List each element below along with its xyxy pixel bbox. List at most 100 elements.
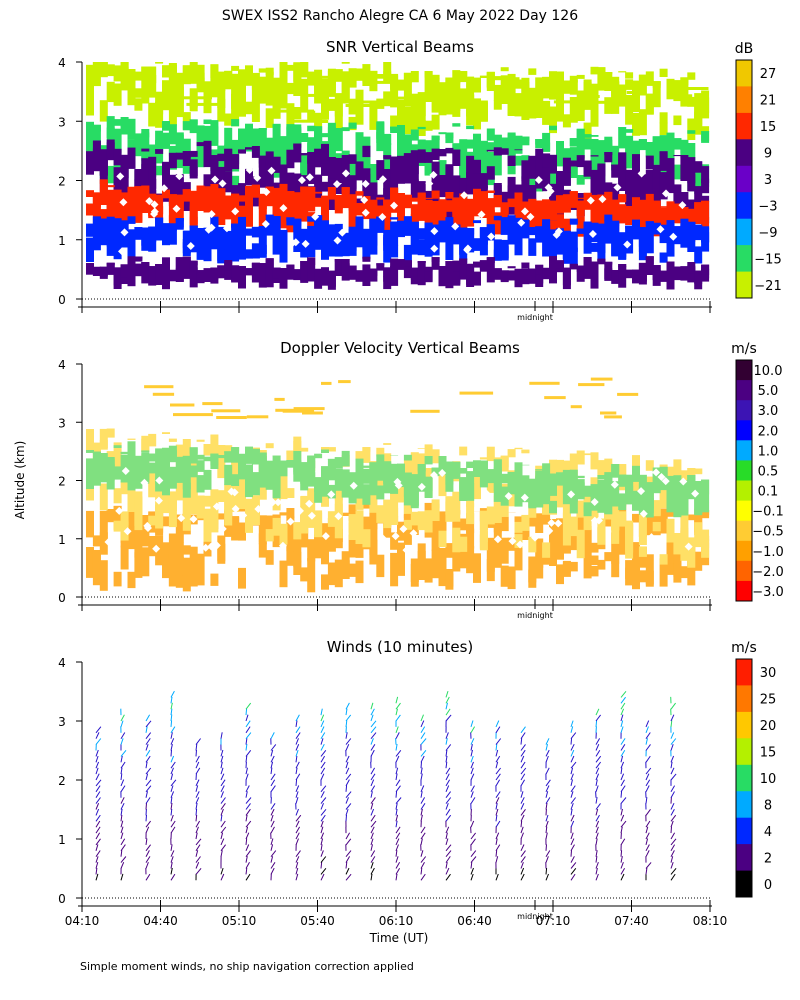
heat-cell: [417, 543, 426, 560]
heat-cell: [231, 245, 240, 262]
heat-cell: [86, 520, 94, 538]
heat-cell: [341, 170, 350, 198]
heat-cell: [562, 267, 571, 272]
data-gaps: [116, 165, 687, 256]
heat-cell: [583, 485, 592, 497]
heat-cell: [549, 256, 557, 261]
heat-cell: [569, 561, 578, 572]
heat-cell: [92, 216, 101, 233]
heat-cell: [141, 193, 150, 213]
heat-cell: [597, 67, 606, 91]
heat-cell: [293, 200, 302, 213]
gap-marker: [429, 170, 438, 179]
colorbar-label: 0.5: [758, 464, 779, 479]
heat-cell: [113, 66, 122, 82]
wind-barb: [545, 749, 550, 757]
heat-cell: [279, 236, 288, 254]
gap-marker: [378, 175, 387, 184]
heat-cell: [314, 237, 323, 250]
heat-cell: [604, 152, 613, 163]
heat-cell: [369, 70, 378, 77]
heat-cell: [410, 120, 419, 133]
wind-barb: [95, 797, 101, 804]
heat-cell: [148, 232, 157, 243]
heat-cell: [417, 464, 426, 472]
heat-cell: [452, 491, 461, 522]
heat-cell: [652, 500, 661, 517]
echo-fragment: [345, 104, 383, 107]
figure-title: SWEX ISS2 Rancho Alegre CA 6 May 2022 Da…: [222, 8, 578, 24]
heat-cell: [528, 268, 537, 276]
heat-cell: [113, 442, 122, 470]
heat-cell: [659, 112, 668, 124]
heat-cell: [514, 93, 523, 103]
heat-cell: [286, 460, 295, 463]
wind-barb: [670, 832, 676, 840]
heat-cell: [182, 65, 191, 79]
wind-barb: [95, 820, 101, 828]
heat-cell: [673, 230, 682, 241]
heat-cell: [556, 472, 564, 486]
wind-barb: [145, 767, 152, 775]
wind-barb: [545, 832, 548, 840]
wind-barb: [570, 732, 577, 740]
heat-cell: [445, 92, 454, 115]
heat-cell: [604, 72, 613, 91]
gap-marker: [201, 543, 210, 552]
wind-barb: [620, 761, 625, 769]
heat-cell: [134, 263, 143, 277]
wind-barb: [445, 791, 451, 799]
heat-cell: [314, 534, 323, 549]
heat-cell: [113, 466, 122, 476]
heat-cell: [431, 190, 440, 199]
wind-barb: [620, 862, 624, 869]
heat-cell: [486, 224, 495, 232]
wind-barb: [445, 761, 448, 769]
wind-barb: [320, 743, 325, 751]
wind-barb: [545, 767, 550, 775]
wind-barb: [245, 755, 248, 763]
heat-cell: [251, 146, 260, 158]
wind-barb: [670, 856, 674, 863]
heat-cell: [168, 466, 177, 489]
wind-barb: [620, 785, 626, 793]
gap-marker: [305, 499, 314, 508]
heat-cell: [590, 565, 599, 577]
wind-barb: [495, 873, 499, 881]
heat-layer-2: [86, 139, 710, 225]
heat-cell: [611, 521, 620, 544]
wind-barb: [645, 720, 650, 728]
heat-cell: [618, 127, 627, 149]
wind-barb: [95, 803, 100, 810]
heat-cell: [286, 149, 295, 169]
wind-barb: [645, 867, 648, 875]
gap-marker: [430, 244, 439, 253]
heat-cell: [459, 88, 468, 109]
gap-marker: [425, 179, 434, 188]
wind-barb: [245, 867, 248, 875]
wind-barb: [420, 803, 426, 810]
gap-marker: [297, 176, 306, 185]
heat-cell: [189, 557, 198, 587]
heat-cell: [196, 500, 205, 517]
wind-barb: [645, 726, 649, 733]
wind-barb: [320, 844, 323, 851]
heat-cell: [120, 122, 129, 135]
heat-cell: [334, 485, 343, 520]
wind-barb: [545, 873, 549, 881]
heat-cell: [666, 518, 675, 536]
heat-cell: [417, 240, 426, 256]
wind-barb: [295, 749, 299, 757]
wind-barb: [95, 856, 99, 863]
heat-cell: [293, 63, 302, 96]
wind-barb: [420, 726, 426, 734]
heat-cell: [189, 62, 198, 84]
wind-barb: [570, 820, 575, 828]
heat-cell: [556, 228, 564, 255]
heat-cell: [86, 223, 94, 237]
heat-cell: [590, 555, 599, 565]
wind-barb: [445, 808, 451, 816]
heat-cell: [562, 469, 571, 482]
heat-cell: [258, 76, 267, 94]
heat-cell: [362, 529, 371, 548]
